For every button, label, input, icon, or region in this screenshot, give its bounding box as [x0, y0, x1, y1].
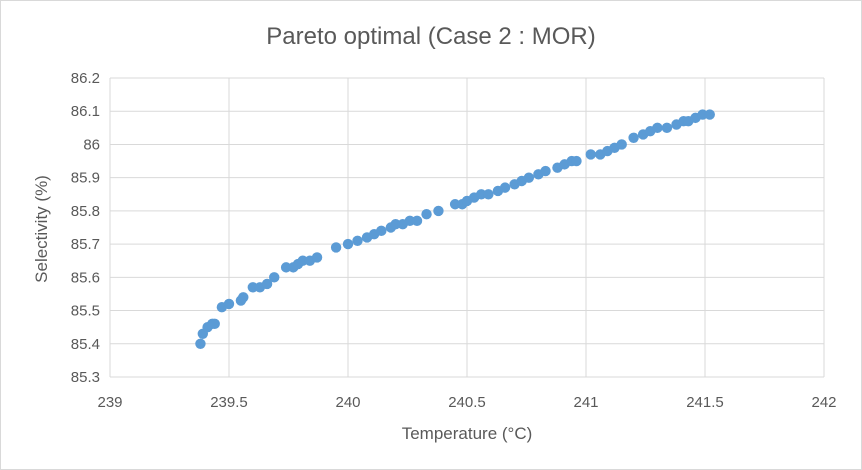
x-tick-label: 242 — [811, 394, 836, 411]
x-tick-label: 239 — [97, 394, 122, 411]
data-point — [330, 242, 342, 253]
data-point — [483, 189, 494, 200]
data-point — [476, 189, 487, 200]
y-tick-label: 86.1 — [71, 103, 100, 120]
data-point — [280, 262, 292, 273]
y-tick-label: 85.3 — [71, 369, 100, 386]
y-tick-label: 85.8 — [71, 203, 100, 220]
data-point — [195, 338, 206, 349]
x-tick-label: 240.5 — [448, 394, 486, 411]
data-point — [523, 172, 535, 183]
data-point — [269, 272, 280, 283]
x-axis-ticks: 239 239.5 240 240.5 241 241.5 242 — [97, 394, 836, 411]
data-point — [404, 215, 416, 227]
y-tick-label: 86 — [83, 136, 100, 153]
y-tick-label: 86.2 — [71, 70, 100, 87]
chart-title: Pareto optimal (Case 2 : MOR) — [266, 23, 595, 50]
data-point — [571, 155, 582, 167]
data-point — [376, 225, 387, 237]
gridlines — [109, 77, 825, 378]
x-axis-label: Temperature (°C) — [402, 424, 533, 443]
data-point — [704, 109, 715, 120]
data-point — [421, 209, 432, 220]
data-point — [540, 165, 551, 177]
data-point — [390, 218, 401, 230]
data-point — [247, 282, 258, 293]
y-tick-label: 85.5 — [71, 303, 100, 320]
y-tick-label: 85.7 — [71, 236, 100, 253]
data-point — [238, 292, 249, 303]
data-point — [352, 235, 363, 246]
data-point — [342, 238, 354, 250]
x-tick-label: 241.5 — [686, 394, 724, 411]
data-point — [223, 298, 235, 310]
x-tick-label: 239.5 — [210, 394, 248, 411]
data-point — [261, 278, 273, 290]
data-point — [499, 182, 511, 193]
data-points — [195, 109, 715, 349]
x-tick-label: 240 — [335, 394, 360, 411]
data-point — [209, 318, 220, 330]
data-point — [652, 122, 663, 134]
data-point — [311, 252, 323, 263]
y-tick-label: 85.6 — [71, 269, 100, 286]
data-point — [628, 132, 639, 143]
data-point — [449, 199, 461, 210]
data-point — [616, 139, 627, 150]
data-point — [697, 109, 708, 120]
y-axis-ticks: 85.3 85.4 85.5 85.6 85.7 85.8 85.9 86 86.1 86.2 — [71, 70, 100, 386]
data-point — [433, 205, 444, 217]
data-point — [411, 215, 423, 227]
y-axis-label: Selectivity (%) — [32, 175, 51, 283]
data-point — [297, 255, 308, 266]
x-tick-label: 241 — [573, 394, 598, 411]
data-point — [661, 122, 673, 134]
y-tick-label: 85.4 — [71, 336, 100, 353]
data-point — [585, 149, 596, 160]
y-tick-label: 85.9 — [71, 170, 100, 187]
